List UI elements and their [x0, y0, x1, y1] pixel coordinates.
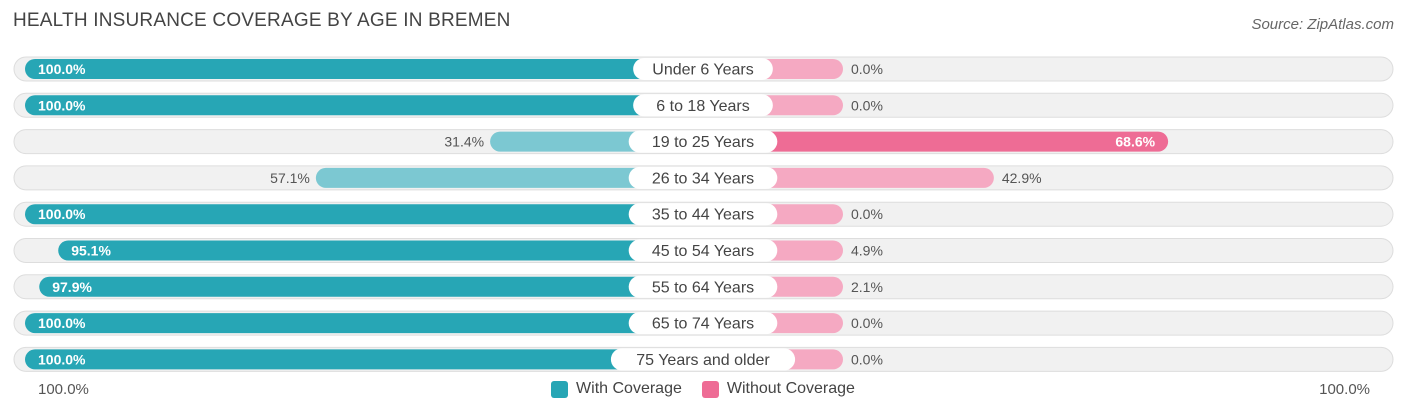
category-label: Under 6 Years: [652, 62, 753, 79]
category-pill: [628, 203, 778, 226]
bar-with-coverage: [25, 349, 703, 370]
value-label-without: 2.1%: [851, 279, 883, 295]
axis-right-label: 100.0%: [1319, 381, 1370, 398]
category-label: 45 to 54 Years: [652, 243, 754, 260]
category-pill: [628, 275, 778, 298]
legend-swatch-without: [701, 380, 719, 398]
bar-with-coverage: [25, 59, 703, 79]
value-label-with: 31.4%: [444, 134, 484, 150]
category-label: 19 to 25 Years: [652, 134, 754, 151]
value-label-without: 42.9%: [1002, 170, 1042, 186]
legend-item-without-coverage: Without Coverage: [701, 380, 855, 398]
bar-with-coverage: [25, 313, 703, 334]
category-pill: [628, 166, 778, 189]
category-pill: [628, 239, 778, 262]
category-label: 65 to 74 Years: [652, 316, 754, 333]
value-label-without: 0.0%: [851, 315, 883, 331]
legend-swatch-with: [551, 380, 569, 398]
category-pill: [610, 348, 796, 371]
value-label-without: 4.9%: [851, 243, 883, 259]
value-label-with: 100.0%: [38, 206, 86, 222]
bar-without-coverage: [703, 131, 1169, 152]
bar-with-coverage: [25, 204, 703, 225]
bar-with-coverage: [25, 95, 703, 116]
category-pill: [633, 58, 773, 80]
category-pill: [633, 94, 773, 117]
category-label: 6 to 18 Years: [656, 98, 749, 115]
value-label-with: 57.1%: [270, 170, 310, 186]
value-label-with: 100.0%: [38, 97, 86, 113]
category-label: 35 to 44 Years: [652, 207, 754, 224]
bar-with-coverage: [315, 167, 703, 188]
value-label-with: 100.0%: [38, 351, 86, 367]
value-label-without: 0.0%: [851, 206, 883, 222]
category-label: 75 Years and older: [636, 352, 770, 369]
bar-with-coverage: [39, 276, 704, 297]
category-label: 26 to 34 Years: [652, 170, 754, 187]
legend-label-without: Without Coverage: [726, 380, 855, 397]
value-label-without: 0.0%: [851, 61, 883, 77]
legend-item-with-coverage: With Coverage: [551, 380, 682, 398]
category-pill: [628, 130, 778, 153]
category-label: 55 to 64 Years: [652, 279, 754, 296]
bar-with-coverage: [58, 240, 704, 261]
value-label-with: 97.9%: [52, 279, 92, 295]
source-credit: Source: ZipAtlas.com: [1251, 16, 1394, 33]
legend-label-with: With Coverage: [576, 380, 682, 397]
chart-title: HEALTH INSURANCE COVERAGE BY AGE IN BREM…: [13, 10, 511, 31]
category-pill: [628, 312, 778, 335]
value-label-without: 0.0%: [851, 97, 883, 113]
legend: With Coverage Without Coverage: [0, 380, 1406, 398]
value-label-without: 68.6%: [1115, 134, 1155, 150]
value-label-with: 95.1%: [71, 243, 111, 259]
value-label-with: 100.0%: [38, 61, 86, 77]
value-label-with: 100.0%: [38, 315, 86, 331]
axis-left-label: 100.0%: [38, 381, 89, 398]
value-label-without: 0.0%: [851, 351, 883, 367]
